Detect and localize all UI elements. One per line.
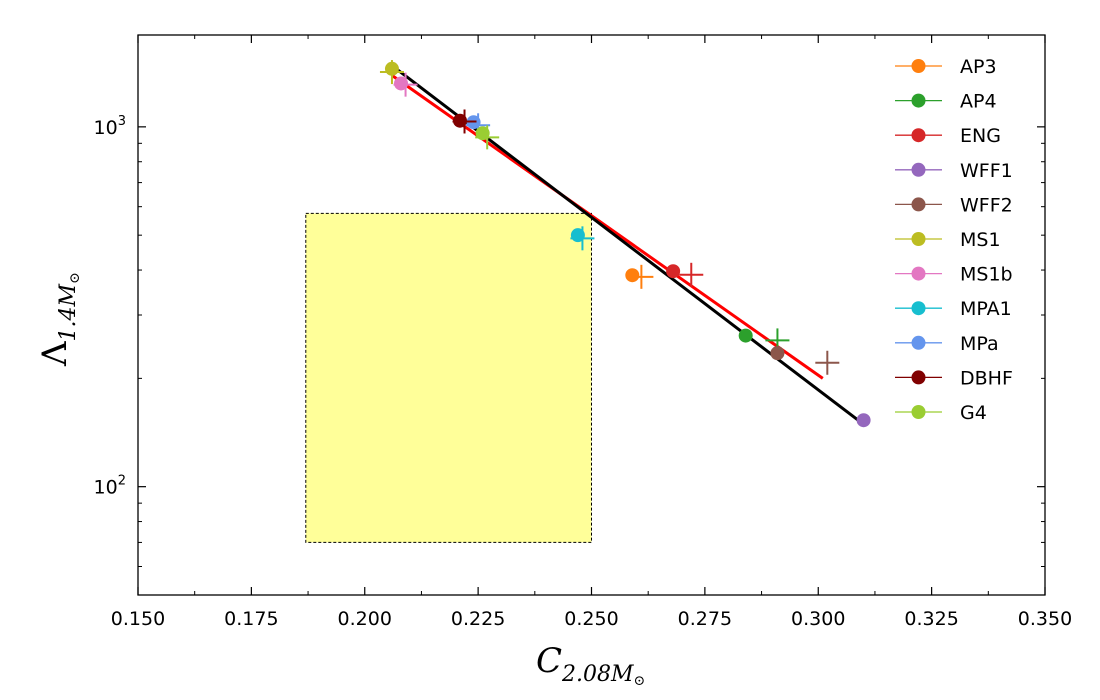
y-axis-title-sub: 1.4M xyxy=(56,283,81,341)
legend-label: DBHF xyxy=(960,367,1013,389)
x-axis-title-sub: 2.08M xyxy=(561,662,634,687)
legend-marker xyxy=(911,335,926,350)
legend-item-ms1: MS1 xyxy=(895,229,1001,251)
x-tick-label: 0.200 xyxy=(338,608,392,630)
shaded-region xyxy=(305,212,592,543)
y-tick-label: 103 xyxy=(94,114,126,139)
data-point xyxy=(475,126,490,141)
legend-item-ap4: AP4 xyxy=(895,91,997,113)
legend-marker xyxy=(911,59,926,73)
legend-item-wff1: WFF1 xyxy=(895,160,1013,182)
data-point xyxy=(570,228,585,243)
x-tick-label: 0.350 xyxy=(1018,608,1072,630)
series-dbhf xyxy=(452,109,477,134)
legend-item-ms1b: MS1b xyxy=(895,264,1013,286)
x-tick-label: 0.150 xyxy=(111,608,165,630)
x-axis-title: C2.08M⊙ xyxy=(536,641,645,689)
legend-marker xyxy=(911,370,926,385)
legend-marker xyxy=(911,232,926,246)
x-tick-label: 0.225 xyxy=(451,608,505,630)
legend-item-wff2: WFF2 xyxy=(895,194,1013,216)
legend-label: WFF1 xyxy=(960,160,1013,182)
legend-label: MPa xyxy=(960,333,999,355)
legend-item-g4: G4 xyxy=(895,402,987,424)
legend-label: AP3 xyxy=(960,56,997,78)
series-g4 xyxy=(475,125,500,150)
x-axis-title-symbol: ⊙ xyxy=(634,673,646,689)
legend-item-eng: ENG xyxy=(895,125,1001,147)
x-tick-labels: 0.150 0.175 0.200 0.225 0.250 0.275 0.300 0.325… xyxy=(111,608,1072,630)
legend-label: MS1b xyxy=(960,264,1013,286)
shaded-region-layer xyxy=(305,212,592,543)
legend-marker xyxy=(911,197,926,212)
legend-label: WFF2 xyxy=(960,194,1013,216)
legend-label: ENG xyxy=(960,125,1001,147)
legend-label: MS1 xyxy=(960,229,1001,251)
legend-marker xyxy=(911,93,926,108)
series-mpa1 xyxy=(570,226,595,251)
legend: AP3 AP4 ENG WFF1 WFF2 MS1 MS1b MPA1 MPa DBHF G4 xyxy=(895,56,1013,424)
series-ap3 xyxy=(625,264,654,289)
series-eng xyxy=(666,262,704,287)
x-tick-label: 0.325 xyxy=(904,608,958,630)
data-point xyxy=(384,61,399,76)
y-tick-label: 102 xyxy=(94,474,126,499)
series-wff2 xyxy=(770,346,840,375)
series-ms1b xyxy=(393,72,418,97)
legend-label: MPA1 xyxy=(960,298,1012,320)
data-point xyxy=(856,413,871,428)
y-tick-labels: 102 103 xyxy=(94,114,126,499)
legend-marker xyxy=(911,405,926,419)
x-tick-label: 0.250 xyxy=(564,608,618,630)
data-point xyxy=(625,268,640,283)
legend-item-mpa: MPa xyxy=(895,333,999,355)
series-wff1 xyxy=(856,413,871,428)
legend-item-mpa1: MPA1 xyxy=(895,298,1012,320)
x-tick-label: 0.300 xyxy=(791,608,845,630)
y-axis-title: Λ1.4M⊙ xyxy=(35,272,83,367)
x-tick-label: 0.175 xyxy=(224,608,278,630)
plot-frame xyxy=(137,34,1046,596)
data-point xyxy=(738,328,753,343)
data-point xyxy=(394,76,409,91)
x-axis-title-main: C xyxy=(536,641,562,681)
legend-item-ap3: AP3 xyxy=(895,56,997,78)
legend-label: G4 xyxy=(960,402,987,424)
data-point xyxy=(770,346,785,361)
data-point xyxy=(452,113,467,128)
legend-item-dbhf: DBHF xyxy=(895,367,1013,389)
data-points xyxy=(379,60,871,428)
legend-marker xyxy=(911,162,926,177)
x-tick-label: 0.275 xyxy=(678,608,732,630)
y-axis-title-symbol: ⊙ xyxy=(67,272,83,284)
legend-marker xyxy=(911,266,926,281)
legend-marker xyxy=(911,128,926,143)
y-axis-title-main: Λ xyxy=(35,341,75,367)
legend-marker xyxy=(911,301,926,316)
legend-label: AP4 xyxy=(960,91,997,113)
series-ms1 xyxy=(379,60,404,85)
data-point xyxy=(666,264,681,279)
